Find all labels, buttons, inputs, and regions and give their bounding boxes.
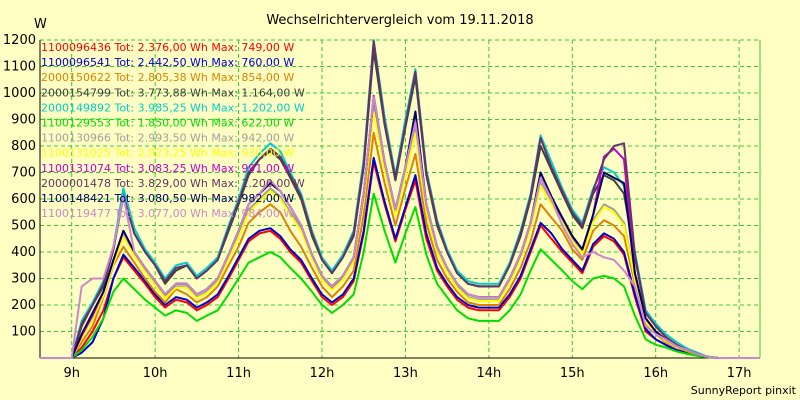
legend: 1100096436 Tot: 2.376,00 Wh Max: 749,00 … <box>41 41 305 220</box>
series-lines <box>40 39 760 359</box>
x-tick-label: 15h <box>560 366 585 381</box>
y-tick-label: 400 <box>11 245 36 260</box>
series-line-2 <box>40 156 760 359</box>
legend-entry-7: 1100130966 Tot: 2.993,50 Wh Max: 942,00 … <box>41 132 294 145</box>
y-tick-label: 200 <box>11 298 36 313</box>
x-tick-label: 9h <box>63 366 80 381</box>
y-axis-label: W <box>34 17 47 32</box>
series-line-8 <box>40 110 760 359</box>
legend-entry-5: 2000149892 Tot: 3.985,25 Wh Max: 1.202,0… <box>41 101 305 114</box>
y-tick-label: 500 <box>11 219 36 234</box>
legend-entry-12: 1100119477 Tot: 3.077,00 Wh Max: 984,00 … <box>41 207 294 220</box>
y-tick-label: 900 <box>11 113 36 128</box>
y-tick-label: 1000 <box>3 86 36 101</box>
series-line-10 <box>40 40 760 359</box>
y-tick-label: 800 <box>11 139 36 154</box>
y-tick-label: 600 <box>11 192 36 207</box>
legend-entry-6: 1100129553 Tot: 1.850,00 Wh Max: 622,00 … <box>41 117 294 130</box>
series-line-12 <box>40 96 760 359</box>
tick-labels: 100 200 300 400 500 600 700 800 900 1000 1100 1200 9… <box>3 33 752 381</box>
legend-entry-9: 1100131074 Tot: 3.083,25 Wh Max: 991,00 … <box>41 162 294 175</box>
x-tick-label: 17h <box>727 366 752 381</box>
y-tick-label: 1200 <box>3 33 36 48</box>
legend-entry-2: 1100096541 Tot: 2.442,50 Wh Max: 760,00 … <box>41 56 294 69</box>
axes <box>39 40 761 359</box>
legend-entry-4: 2000154799 Tot: 3.773,88 Wh Max: 1.164,0… <box>41 86 305 99</box>
legend-entry-8: 1100131025 Tot: 2.923,25 Wh Max: 930,00 … <box>41 147 294 160</box>
y-tick-label: 100 <box>11 325 36 340</box>
x-tick-label: 13h <box>393 366 418 381</box>
x-tick-label: 10h <box>143 366 168 381</box>
x-tick-label: 16h <box>643 366 668 381</box>
chart-title: Wechselrichtervergleich vom 19.11.2018 <box>266 13 533 28</box>
y-tick-label: 1100 <box>3 60 36 75</box>
legend-entry-10: 2000001478 Tot: 3.829,00 Wh Max: 1.200,0… <box>41 177 305 190</box>
y-tick-label: 300 <box>11 272 36 287</box>
y-tick-label: 700 <box>11 166 36 181</box>
x-tick-label: 11h <box>226 366 251 381</box>
x-tick-label: 14h <box>476 366 501 381</box>
legend-entry-1: 1100096436 Tot: 2.376,00 Wh Max: 749,00 … <box>41 41 294 54</box>
x-tick-label: 12h <box>310 366 335 381</box>
legend-entry-11: 1100148421 Tot: 3.080,50 Wh Max: 982,00 … <box>41 192 294 205</box>
credit-text: SunnyReport pinxit <box>691 384 797 397</box>
legend-entry-3: 2000150622 Tot: 2.805,38 Wh Max: 854,00 … <box>41 71 294 84</box>
series-line-6 <box>40 192 760 359</box>
